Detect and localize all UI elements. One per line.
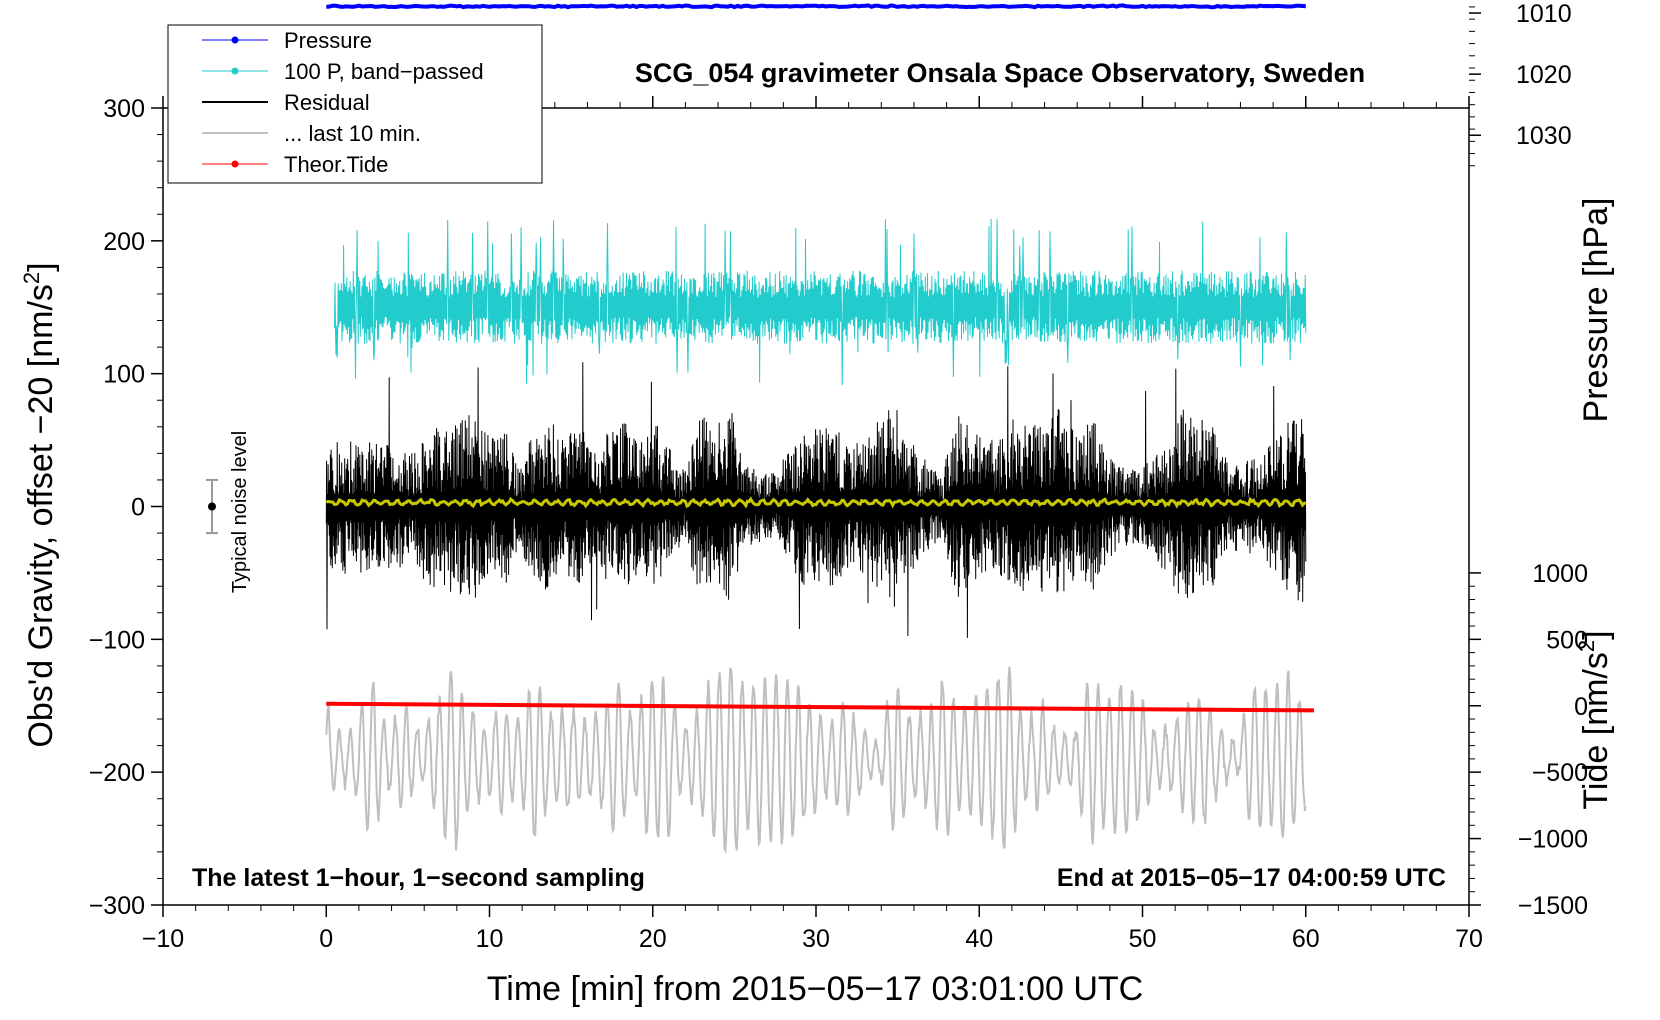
- legend-swatch-marker: [231, 67, 239, 75]
- legend-label: Theor.Tide: [284, 152, 388, 177]
- y-tick-label-left: 100: [103, 361, 145, 389]
- legend-label: ... last 10 min.: [284, 121, 421, 146]
- y-axis-label-left: Obs'd Gravity, offset −20 [nm/s2]: [19, 262, 60, 747]
- tide-tick-label: −1000: [1518, 826, 1588, 854]
- legend-entry: Residual: [202, 90, 370, 115]
- noise-indicator: [205, 478, 218, 535]
- y-tick-label-left: 0: [131, 494, 145, 522]
- x-tick-label: −10: [142, 925, 184, 953]
- x-tick-label: 50: [1129, 925, 1157, 953]
- x-tick-label: 0: [319, 925, 333, 953]
- legend-label: 100 P, band−passed: [284, 59, 484, 84]
- annotation-sampling: The latest 1−hour, 1−second sampling: [192, 864, 645, 892]
- legend-box: [167, 24, 543, 184]
- legend-label: Residual: [284, 90, 370, 115]
- legend-entry: Theor.Tide: [202, 152, 388, 177]
- series-layer: [325, 3, 1314, 854]
- pressure-tick-label: 1010: [1516, 0, 1572, 28]
- y-tick-label-left: −200: [89, 759, 145, 787]
- noise-dot: [207, 502, 216, 511]
- legend: Pressure 100 P, band−passed Residual ... la…: [167, 24, 543, 184]
- series-pressure: [326, 3, 1306, 10]
- x-axis-label: Time [min] from 2015−05−17 03:01:00 UTC: [487, 970, 1143, 1008]
- tide-tick-label: −500: [1532, 759, 1588, 787]
- legend-entry: Pressure: [202, 28, 372, 53]
- series-last-10-min: [325, 666, 1307, 854]
- series-theoretical-tide: [326, 701, 1314, 713]
- series-band-passed-pressure: [333, 218, 1307, 386]
- noise-level-label: Typical noise level: [229, 431, 251, 593]
- y-tick-label-left: −100: [89, 626, 145, 654]
- y-axis-label-tide: Tide [nm/s2]: [1574, 630, 1615, 809]
- tide-tick-label: −1500: [1518, 892, 1588, 920]
- legend-swatch-marker: [231, 36, 239, 44]
- chart-title: SCG_054 gravimeter Onsala Space Observat…: [635, 58, 1365, 88]
- annotation-end-time: End at 2015−05−17 04:00:59 UTC: [1057, 864, 1446, 892]
- axes-layer: −10 0 10 20 30 40 50 60 703002001000−100−200−300…: [89, 0, 1588, 953]
- x-tick-label: 30: [802, 925, 830, 953]
- x-tick-label: 70: [1455, 925, 1483, 953]
- legend-entry: 100 P, band−passed: [202, 59, 484, 84]
- x-tick-label: 10: [476, 925, 504, 953]
- y-tick-label-left: 300: [103, 95, 145, 123]
- tide-tick-label: 0: [1574, 693, 1588, 721]
- x-tick-label: 40: [965, 925, 993, 953]
- pressure-tick-label: 1030: [1516, 122, 1572, 150]
- y-tick-label-left: −300: [89, 892, 145, 920]
- tide-tick-label: 500: [1546, 626, 1588, 654]
- x-tick-label: 60: [1292, 925, 1320, 953]
- pressure-tick-label: 1020: [1516, 61, 1572, 89]
- y-tick-label-left: 200: [103, 228, 145, 256]
- legend-entry: ... last 10 min.: [202, 121, 421, 146]
- legend-swatch-marker: [231, 160, 239, 168]
- tide-tick-label: 1000: [1532, 560, 1588, 588]
- legend-label: Pressure: [284, 28, 372, 53]
- y-axis-label-pressure: Pressure [hPa]: [1577, 198, 1615, 423]
- x-tick-label: 20: [639, 925, 667, 953]
- series-residual-smoothed: [325, 496, 1307, 509]
